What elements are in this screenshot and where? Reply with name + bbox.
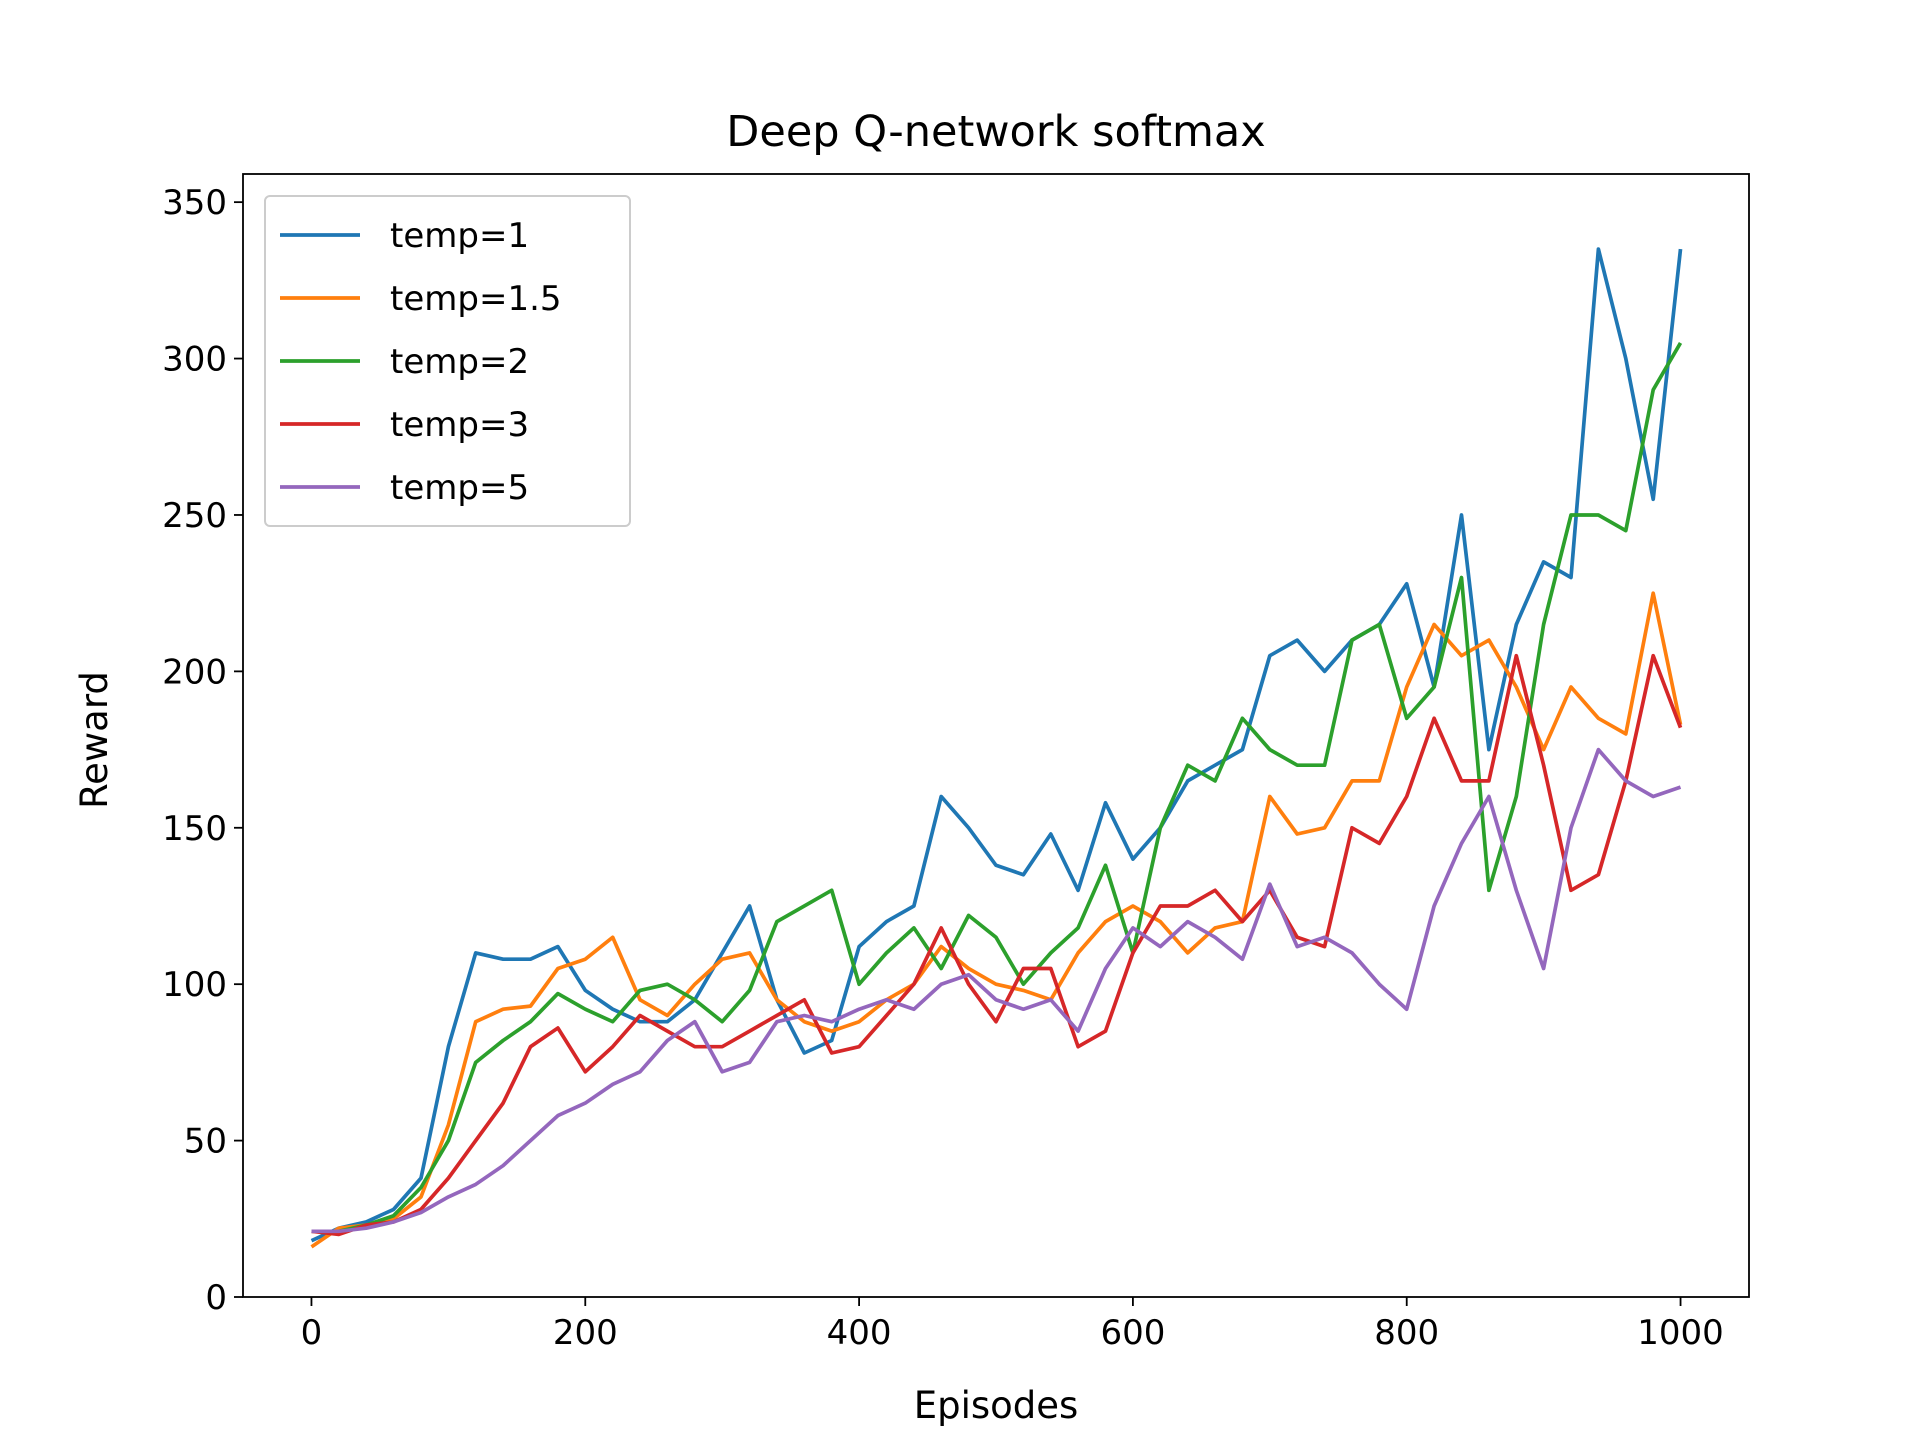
legend-box xyxy=(264,195,631,527)
y-tick-label: 50 xyxy=(184,1122,227,1162)
y-tick-label: 300 xyxy=(162,340,227,380)
chart-title: Deep Q-network softmax xyxy=(726,107,1265,157)
series-line xyxy=(311,341,1683,1234)
series-line xyxy=(311,747,1682,1234)
series-line xyxy=(310,591,1683,1249)
plot-frame xyxy=(242,173,1750,1298)
y-tick-label: 0 xyxy=(205,1278,227,1318)
series-line xyxy=(310,247,1683,1243)
x-tick-label: 800 xyxy=(1374,1313,1439,1353)
x-tick-label: 400 xyxy=(827,1313,892,1353)
y-tick-label: 250 xyxy=(162,496,227,536)
x-axis-label: Episodes xyxy=(914,1384,1079,1427)
y-tick-label: 150 xyxy=(162,809,227,849)
legend: temp=1 temp=1.5 temp=2 temp=3 temp=5 xyxy=(264,195,631,527)
x-tick-label: 1000 xyxy=(1637,1313,1724,1353)
legend-label: temp=5 xyxy=(390,468,529,508)
legend-label: temp=1.5 xyxy=(390,279,562,319)
legend-label: temp=3 xyxy=(390,405,529,445)
x-tick-label: 200 xyxy=(553,1313,618,1353)
series-line xyxy=(311,653,1683,1237)
x-tick-label: 0 xyxy=(301,1313,323,1353)
legend-label: temp=1 xyxy=(390,216,529,256)
y-tick-label: 350 xyxy=(162,183,227,223)
x-tick-label: 600 xyxy=(1100,1313,1165,1353)
y-axis-label: Reward xyxy=(73,671,116,809)
y-tick-label: 200 xyxy=(162,652,227,692)
legend-label: temp=2 xyxy=(390,342,529,382)
y-tick-label: 100 xyxy=(162,965,227,1005)
